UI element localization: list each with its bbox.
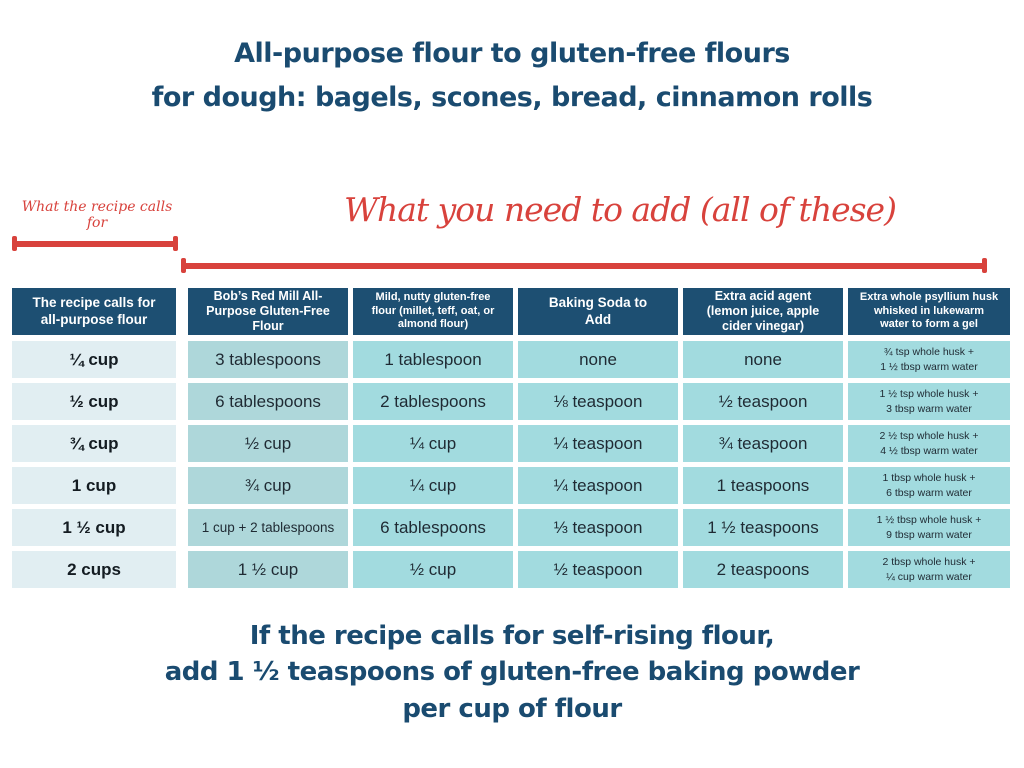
cell-acid-agent: 1 teaspoons <box>683 467 843 504</box>
annotation-right-label: What you need to add (all of these) <box>344 190 897 229</box>
cell-baking-soda: ⅛ teaspoon <box>518 383 678 420</box>
cell-nutty-flour: 1 tablespoon <box>353 341 513 378</box>
header-psyllium-husk: Extra whole psyllium husk whisked in luk… <box>848 288 1010 335</box>
table-row: 1 cup ¾ cup ¼ cup ¼ teaspoon 1 teaspoons… <box>12 467 1012 504</box>
cell-amount: 1 cup <box>12 467 176 504</box>
note-line-2: add 1 ½ teaspoons of gluten-free baking … <box>164 657 860 688</box>
annotation-left-label: What the recipe calls for <box>21 199 173 231</box>
cell-psyllium-husk: 1 ½ tsp whole husk + 3 tbsp warm water <box>848 383 1010 420</box>
header-mild-nutty-flour: Mild, nutty gluten-free flour (millet, t… <box>353 288 513 335</box>
cell-amount: ¼ cup <box>12 341 176 378</box>
header-extra-acid-agent: Extra acid agent (lemon juice, apple cid… <box>683 288 843 335</box>
note-line-1: If the recipe calls for self-rising flou… <box>249 621 775 651</box>
bracket-bar <box>12 241 178 247</box>
table-row: ¼ cup 3 tablespoons 1 tablespoon none no… <box>12 341 1012 378</box>
cell-bobs-flour: 1 cup + 2 tablespoons <box>188 509 348 546</box>
cell-baking-soda: ¼ teaspoon <box>518 467 678 504</box>
cell-amount: 2 cups <box>12 551 176 588</box>
cell-nutty-flour: 2 tablespoons <box>353 383 513 420</box>
conversion-table: The recipe calls for all-purpose flour B… <box>12 288 1012 593</box>
cell-bobs-flour: ½ cup <box>188 425 348 462</box>
table-row: ½ cup 6 tablespoons 2 tablespoons ⅛ teas… <box>12 383 1012 420</box>
cell-psyllium-husk: 1 tbsp whole husk + 6 tbsp warm water <box>848 467 1010 504</box>
page-title-line-1: All-purpose flour to gluten-free flours <box>234 38 790 69</box>
page-title: All-purpose flour to gluten-free flours … <box>0 32 1024 119</box>
cell-bobs-flour: 6 tablespoons <box>188 383 348 420</box>
bracket-bar <box>181 263 987 269</box>
cell-baking-soda: ¼ teaspoon <box>518 425 678 462</box>
cell-acid-agent: 2 teaspoons <box>683 551 843 588</box>
cell-acid-agent: ¾ teaspoon <box>683 425 843 462</box>
cell-amount: 1 ½ cup <box>12 509 176 546</box>
annotation-left-bracket <box>12 236 178 251</box>
cell-nutty-flour: 6 tablespoons <box>353 509 513 546</box>
cell-bobs-flour: ¾ cup <box>188 467 348 504</box>
cell-amount: ¾ cup <box>12 425 176 462</box>
cell-psyllium-husk: 1 ½ tbsp whole husk + 9 tbsp warm water <box>848 509 1010 546</box>
cell-acid-agent: none <box>683 341 843 378</box>
header-baking-soda: Baking Soda to Add <box>518 288 678 335</box>
header-bobs-red-mill: Bob’s Red Mill All- Purpose Gluten-Free … <box>188 288 348 335</box>
cell-nutty-flour: ½ cup <box>353 551 513 588</box>
cell-baking-soda: ⅓ teaspoon <box>518 509 678 546</box>
table-row: 2 cups 1 ½ cup ½ cup ½ teaspoon 2 teaspo… <box>12 551 1012 588</box>
table-body: ¼ cup 3 tablespoons 1 tablespoon none no… <box>12 341 1012 588</box>
cell-acid-agent: 1 ½ teaspoons <box>683 509 843 546</box>
cell-baking-soda: ½ teaspoon <box>518 551 678 588</box>
cell-nutty-flour: ¼ cup <box>353 467 513 504</box>
cell-bobs-flour: 1 ½ cup <box>188 551 348 588</box>
cell-amount: ½ cup <box>12 383 176 420</box>
note-line-3: per cup of flour <box>402 693 622 724</box>
table-header-row: The recipe calls for all-purpose flour B… <box>12 288 1012 335</box>
cell-nutty-flour: ¼ cup <box>353 425 513 462</box>
self-rising-flour-note: If the recipe calls for self-rising flou… <box>0 618 1024 727</box>
cell-baking-soda: none <box>518 341 678 378</box>
cell-psyllium-husk: 2 tbsp whole husk + ¼ cup warm water <box>848 551 1010 588</box>
table-row: ¾ cup ½ cup ¼ cup ¼ teaspoon ¾ teaspoon … <box>12 425 1012 462</box>
header-recipe-calls-for: The recipe calls for all-purpose flour <box>12 288 176 335</box>
table-row: 1 ½ cup 1 cup + 2 tablespoons 6 tablespo… <box>12 509 1012 546</box>
cell-acid-agent: ½ teaspoon <box>683 383 843 420</box>
cell-psyllium-husk: 2 ½ tsp whole husk + 4 ½ tbsp warm water <box>848 425 1010 462</box>
cell-psyllium-husk: ¾ tsp whole husk + 1 ½ tbsp warm water <box>848 341 1010 378</box>
page-title-line-2: for dough: bagels, scones, bread, cinnam… <box>151 81 873 113</box>
cell-bobs-flour: 3 tablespoons <box>188 341 348 378</box>
annotation-right-bracket <box>181 258 987 273</box>
